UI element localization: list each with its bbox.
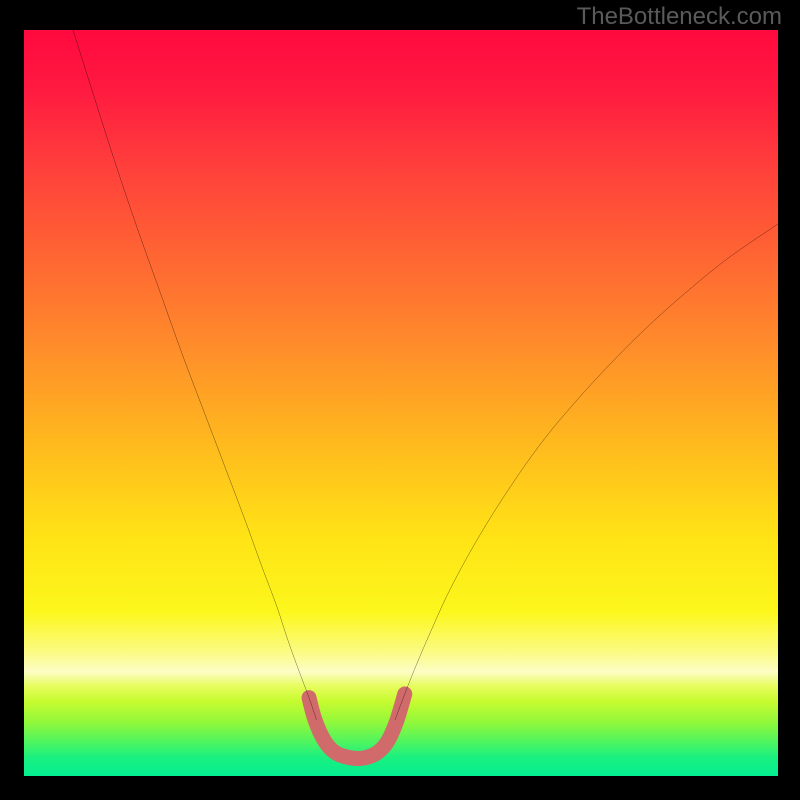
plot-area	[24, 30, 778, 776]
bottleneck-curve-left	[73, 30, 317, 720]
outer-frame	[0, 0, 800, 800]
watermark-text: TheBottleneck.com	[577, 3, 782, 31]
curve-overlay	[24, 30, 778, 776]
bottleneck-curve-right	[395, 224, 778, 720]
trough-highlight	[309, 694, 405, 759]
